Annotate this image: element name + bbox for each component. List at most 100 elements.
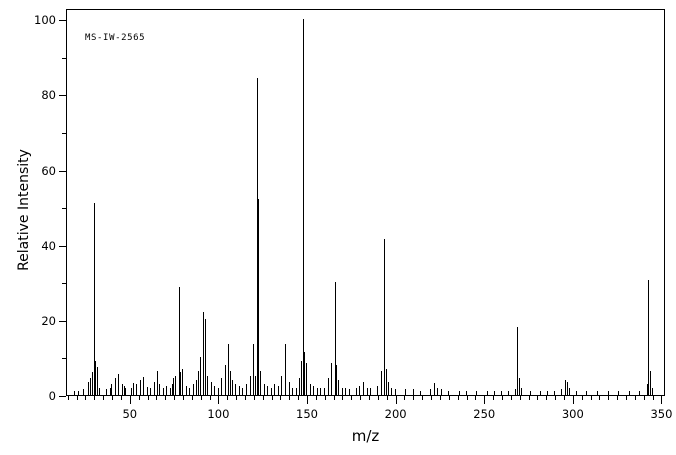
spectrum-peak (281, 376, 283, 395)
spectrum-peak (650, 370, 652, 395)
spectrum-peak (90, 378, 92, 395)
x-tick-minor (431, 396, 433, 400)
x-tick-minor (404, 396, 406, 400)
spectrum-peak (385, 368, 387, 395)
spectrum-peak (130, 387, 132, 395)
spectrum-peak (520, 387, 522, 395)
x-tick-major (218, 396, 220, 404)
spectrum-peak (566, 381, 568, 395)
spectrum-peak (508, 391, 510, 395)
x-tick-minor (360, 396, 362, 400)
x-tick-major (307, 396, 309, 404)
spectrum-peak (189, 387, 191, 395)
x-tick-major (484, 396, 486, 404)
spectrum-peak (139, 379, 141, 395)
spectrum-peak (123, 385, 125, 395)
spectrum-peak (501, 391, 503, 395)
spectrum-peak (175, 376, 177, 395)
spectrum-peak (405, 389, 407, 395)
x-tick-minor (581, 396, 583, 400)
spectrum-peak (320, 388, 322, 395)
spectrum-peak (270, 387, 272, 395)
spectrum-peak (217, 387, 219, 395)
spectrum-peak (274, 383, 276, 395)
y-tick-minor (62, 208, 66, 210)
x-tick-minor (236, 396, 238, 400)
spectrum-peak (192, 383, 194, 395)
spectrum-peak (173, 378, 175, 395)
x-tick-minor (253, 396, 255, 400)
x-tick-minor (156, 396, 158, 400)
spectrum-peak (97, 366, 99, 395)
x-tick-minor (413, 396, 415, 400)
x-tick-minor (147, 396, 149, 400)
spectrum-peak (221, 378, 223, 395)
spectrum-peak (98, 387, 100, 395)
spectrum-peak (178, 286, 180, 395)
spectrum-peak (153, 381, 155, 395)
spectrum-peak (196, 379, 198, 395)
spectrum-peak (348, 389, 350, 395)
spectrum-peak (263, 383, 265, 395)
x-tick-minor (652, 396, 654, 400)
x-tick-minor (244, 396, 246, 400)
x-tick-minor (67, 396, 69, 400)
spectrum-peak (121, 383, 123, 395)
spectrum-peak (564, 379, 566, 395)
spectrum-peak (256, 78, 258, 395)
spectrum-peak (651, 387, 653, 395)
x-tick-minor (528, 396, 530, 400)
spectrum-peak (362, 381, 364, 395)
x-tick-minor (475, 396, 477, 400)
spectrum-peak (575, 391, 577, 395)
x-tick-minor (377, 396, 379, 400)
x-tick-major (395, 396, 397, 404)
x-tick-minor (590, 396, 592, 400)
spectrum-peak (235, 383, 237, 395)
x-tick-minor (555, 396, 557, 400)
x-tick-minor (510, 396, 512, 400)
spectrum-peak (458, 390, 460, 395)
spectrum-peak (231, 379, 233, 395)
spectrum-peaks (67, 10, 664, 395)
spectrum-peak (547, 391, 549, 395)
x-axis-title: m/z (351, 427, 380, 445)
spectrum-peak (157, 370, 159, 395)
spectrum-peak (359, 385, 361, 395)
spectrum-peak (302, 19, 304, 395)
x-tick-minor (608, 396, 610, 400)
spectrum-peak (238, 385, 240, 395)
x-tick-minor (634, 396, 636, 400)
x-tick-minor (439, 396, 441, 400)
x-tick-minor (422, 396, 424, 400)
spectrum-peak (440, 389, 442, 395)
spectrum-peak (224, 364, 226, 395)
spectrum-peak (334, 281, 336, 395)
spectrum-peak (146, 386, 148, 395)
spectrum-peak (586, 391, 588, 395)
spectrum-peak (198, 370, 200, 395)
x-tick-minor (298, 396, 300, 400)
spectrum-peak (199, 357, 201, 395)
spectrum-peak (309, 383, 311, 395)
x-tick-label: 150 (296, 407, 318, 421)
spectrum-peak (336, 364, 338, 395)
spectrum-peak (437, 387, 439, 395)
spectrum-peak (419, 390, 421, 395)
x-tick-major (572, 396, 574, 404)
spectrum-peak (230, 370, 232, 395)
x-tick-minor (289, 396, 291, 400)
x-tick-minor (103, 396, 105, 400)
spectrum-peak (515, 389, 517, 395)
spectrum-peak (561, 389, 563, 395)
spectrum-peak (253, 344, 255, 395)
x-tick-minor (200, 396, 202, 400)
spectrum-peak (299, 378, 301, 395)
spectrum-peak (618, 391, 620, 395)
spectrum-peak (82, 389, 84, 395)
spectrum-peak (448, 390, 450, 395)
x-tick-minor (271, 396, 273, 400)
spectrum-peak (316, 387, 318, 395)
x-tick-minor (76, 396, 78, 400)
